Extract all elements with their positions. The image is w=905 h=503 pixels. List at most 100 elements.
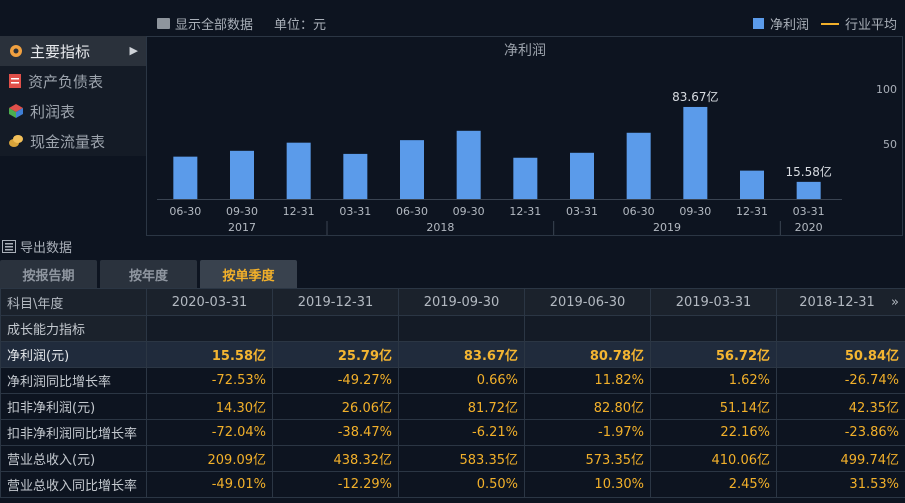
x-tick-label: 03-31 — [566, 205, 598, 218]
data-label: 83.67亿 — [672, 89, 718, 104]
x-tick-label: 03-31 — [339, 205, 371, 218]
table-corner-label: 科目\年度 — [0, 288, 147, 316]
table-cell: 1.62% — [650, 367, 777, 394]
table-cell: 80.78亿 — [524, 341, 651, 368]
x-tick-label: 06-30 — [396, 205, 428, 218]
show-all-data-toggle[interactable]: 显示全部数据 — [157, 14, 253, 33]
table-cell: 0.50% — [398, 471, 525, 498]
table-row: 净利润同比增长率 -72.53% -49.27% 0.66% 11.82% 1.… — [0, 367, 905, 394]
column-header: 2019-09-30 — [398, 288, 525, 316]
sidebar-item-cash-flow[interactable]: 现金流量表 — [0, 126, 146, 156]
bar — [513, 157, 538, 199]
y-tick-label: 100 — [876, 83, 897, 96]
empty-cell — [272, 315, 399, 342]
table-cell: 2.45% — [650, 471, 777, 498]
table-cell: 42.35亿 — [776, 393, 905, 420]
net-profit-chart: 净利润 50 100 06-30 09-30 12-31 03-31 06-30 09-30 12… — [146, 36, 903, 236]
table-cell: 56.72亿 — [650, 341, 777, 368]
x-tick-label: 06-30 — [623, 205, 655, 218]
unit-label: 单位：元 — [274, 18, 327, 33]
y-tick-label: 50 — [883, 138, 897, 151]
bar — [740, 170, 764, 199]
table-row: 营业总收入(元) 209.09亿 438.32亿 583.35亿 573.35亿… — [0, 445, 905, 472]
cube-icon — [9, 104, 23, 118]
table-cell: 499.74亿 — [776, 445, 905, 472]
year-label: 2018 — [426, 221, 454, 234]
section-row: 成长能力指标 — [0, 315, 905, 342]
document-icon — [9, 74, 21, 88]
empty-cell — [146, 315, 273, 342]
table-cell: 209.09亿 — [146, 445, 273, 472]
table-cell: 81.72亿 — [398, 393, 525, 420]
row-label: 净利润同比增长率 — [0, 367, 147, 394]
next-columns-button[interactable]: » — [891, 294, 899, 310]
x-tick-label: 09-30 — [679, 205, 711, 218]
tab-by-report-period[interactable]: 按报告期 — [0, 260, 97, 288]
bar — [173, 156, 198, 199]
column-header: 2019-03-31 — [650, 288, 777, 316]
row-label: 扣非净利润同比增长率 — [0, 419, 147, 446]
chart-title: 净利润 — [504, 43, 546, 59]
column-header: 2018-12-31 — [799, 294, 875, 310]
empty-cell — [650, 315, 777, 342]
show-all-label: 显示全部数据 — [175, 18, 254, 33]
legend-label-net-profit: 净利润 — [769, 18, 809, 33]
row-label: 营业总收入同比增长率 — [0, 471, 147, 498]
legend-swatch-net-profit — [752, 18, 764, 29]
tab-by-year[interactable]: 按年度 — [100, 260, 197, 288]
table-cell: -72.04% — [146, 419, 273, 446]
sidebar-item-main-indicators[interactable]: 主要指标 ▶ — [0, 36, 146, 66]
table-cell: 82.80亿 — [524, 393, 651, 420]
gear-icon — [10, 45, 22, 57]
caret-right-icon: ▶ — [129, 44, 138, 57]
export-label: 导出数据 — [20, 241, 73, 256]
table-row: 扣非净利润(元) 14.30亿 26.06亿 81.72亿 82.80亿 51.… — [0, 393, 905, 420]
x-tick-label: 12-31 — [283, 205, 315, 218]
net-profit-chart-svg: 净利润 50 100 06-30 09-30 12-31 03-31 06-30 09-30 12… — [157, 43, 897, 235]
table-cell: 14.30亿 — [146, 393, 273, 420]
table-cell: -49.01% — [146, 471, 273, 498]
sidebar-item-balance-sheet[interactable]: 资产负债表 — [0, 66, 146, 96]
period-tabs: 按报告期 按年度 按单季度 — [0, 260, 297, 288]
bar — [400, 140, 424, 199]
sidebar-item-label: 利润表 — [30, 102, 76, 121]
chart-legend: 净利润 行业平均 — [752, 14, 897, 33]
sidebar: 主要指标 ▶ 资产负债表 利润表 现金流量表 — [0, 36, 146, 156]
table-row: 净利润(元) 15.58亿 25.79亿 83.67亿 80.78亿 56.72… — [0, 341, 905, 368]
sidebar-item-label: 主要指标 — [30, 42, 91, 61]
table-cell: 410.06亿 — [650, 445, 777, 472]
table-cell: 31.53% — [776, 471, 905, 498]
empty-cell — [776, 315, 905, 342]
empty-cell — [398, 315, 525, 342]
table-cell: 26.06亿 — [272, 393, 399, 420]
table-cell: -23.86% — [776, 419, 905, 446]
financial-table: 科目\年度 2020-03-31 2019-12-31 2019-09-30 2… — [0, 288, 905, 498]
row-label: 扣非净利润(元) — [0, 393, 147, 420]
year-label: 2020 — [795, 221, 823, 234]
tab-by-quarter[interactable]: 按单季度 — [200, 260, 297, 288]
table-cell: 573.35亿 — [524, 445, 651, 472]
table-cell: 25.79亿 — [272, 341, 399, 368]
data-label: 15.58亿 — [785, 164, 831, 179]
empty-cell — [524, 315, 651, 342]
column-header-last: 2018-12-31 » — [776, 288, 905, 316]
bar — [286, 142, 311, 199]
table-cell: 15.58亿 — [146, 341, 273, 368]
table-cell: -72.53% — [146, 367, 273, 394]
x-tick-label: 06-30 — [169, 205, 201, 218]
column-header: 2020-03-31 — [146, 288, 273, 316]
x-tick-label: 12-31 — [509, 205, 541, 218]
table-cell: -26.74% — [776, 367, 905, 394]
section-label: 成长能力指标 — [0, 315, 147, 342]
table-cell: 10.30% — [524, 471, 651, 498]
table-cell: 51.14亿 — [650, 393, 777, 420]
bar — [796, 181, 821, 199]
row-label: 净利润(元) — [0, 341, 147, 368]
table-cell: -6.21% — [398, 419, 525, 446]
table-row: 扣非净利润同比增长率 -72.04% -38.47% -6.21% -1.97%… — [0, 419, 905, 446]
table-cell: -49.27% — [272, 367, 399, 394]
column-header: 2019-06-30 — [524, 288, 651, 316]
table-cell: 22.16% — [650, 419, 777, 446]
export-data-button[interactable]: 导出数据 — [2, 237, 72, 256]
sidebar-item-income-statement[interactable]: 利润表 — [0, 96, 146, 126]
